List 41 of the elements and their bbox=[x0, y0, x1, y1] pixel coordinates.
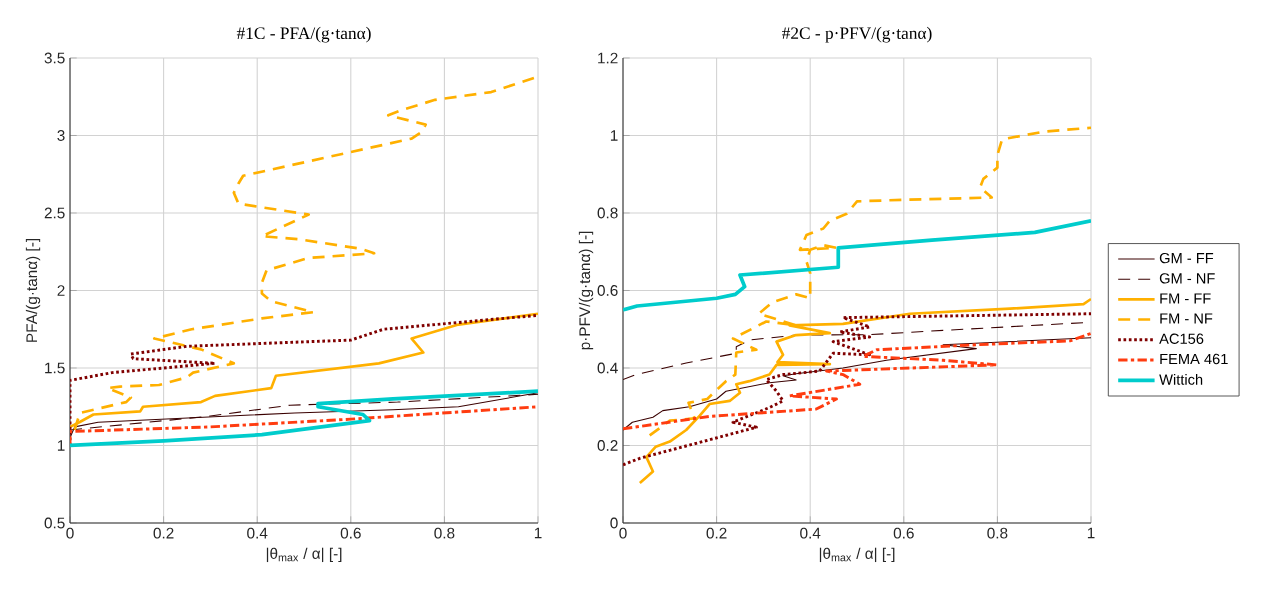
y-tick-label: 3.5 bbox=[44, 52, 65, 64]
x-tick-label: 0.4 bbox=[247, 527, 268, 539]
line-series bbox=[623, 312, 1091, 467]
y-tick-label: 0 bbox=[610, 517, 618, 529]
chart-title: #1C - PFA/(g·tanα) bbox=[236, 26, 371, 43]
y-axis-title: PFA/(g·tanα) [-] bbox=[25, 239, 41, 342]
y-tick-label: 0.4 bbox=[597, 362, 618, 374]
x-tick-label: 0.4 bbox=[800, 527, 821, 539]
line-series bbox=[70, 389, 538, 448]
x-axis-title: |θ$_{max}$ / α| [-] bbox=[266, 547, 342, 563]
x-tick-label: 0.2 bbox=[153, 527, 174, 539]
y-tick-label: 1.2 bbox=[598, 52, 618, 64]
x-tick-label: 0.6 bbox=[893, 527, 914, 539]
legend-label: FM - NF bbox=[1160, 313, 1213, 324]
legend-label: FM - FF bbox=[1160, 293, 1211, 304]
y-tick-label: 1.5 bbox=[45, 362, 65, 374]
legend-label: GM - NF bbox=[1159, 273, 1215, 284]
x-tick-label: 0.8 bbox=[987, 527, 1008, 539]
x-tick-label: 1 bbox=[1087, 527, 1095, 539]
x-tick-label: 0.6 bbox=[340, 527, 361, 539]
legend-label: Wittich bbox=[1159, 374, 1203, 385]
x-tick-label: 1 bbox=[534, 527, 542, 539]
y-tick-label: 1 bbox=[610, 130, 618, 141]
chart-title: #2C - p·PFV/(g·tanα) bbox=[782, 26, 932, 43]
y-tick-label: 1 bbox=[57, 440, 65, 451]
y-tick-label: 0.5 bbox=[44, 517, 65, 529]
y-tick-label: 0.2 bbox=[597, 440, 618, 451]
y-tick-label: 0.6 bbox=[597, 285, 618, 296]
y-tick-label: 0.8 bbox=[597, 207, 618, 219]
x-tick-label: 0.2 bbox=[706, 527, 727, 539]
x-axis-title: |θ$_{max}$ / α| [-] bbox=[819, 547, 895, 563]
legend-label: FEMA 461 bbox=[1160, 353, 1228, 365]
y-tick-label: 2.5 bbox=[44, 207, 65, 219]
legend-label: AC156 bbox=[1159, 333, 1204, 344]
x-tick-label: 0 bbox=[619, 527, 627, 539]
y-tick-label: 2 bbox=[57, 285, 65, 296]
y-axis-title: p·PFV/(g·tanα) [-] bbox=[578, 231, 594, 350]
x-tick-label: 0.8 bbox=[434, 527, 455, 539]
legend-label: GM - FF bbox=[1159, 252, 1214, 264]
y-tick-label: 3 bbox=[57, 130, 65, 141]
x-tick-label: 0 bbox=[66, 527, 74, 539]
